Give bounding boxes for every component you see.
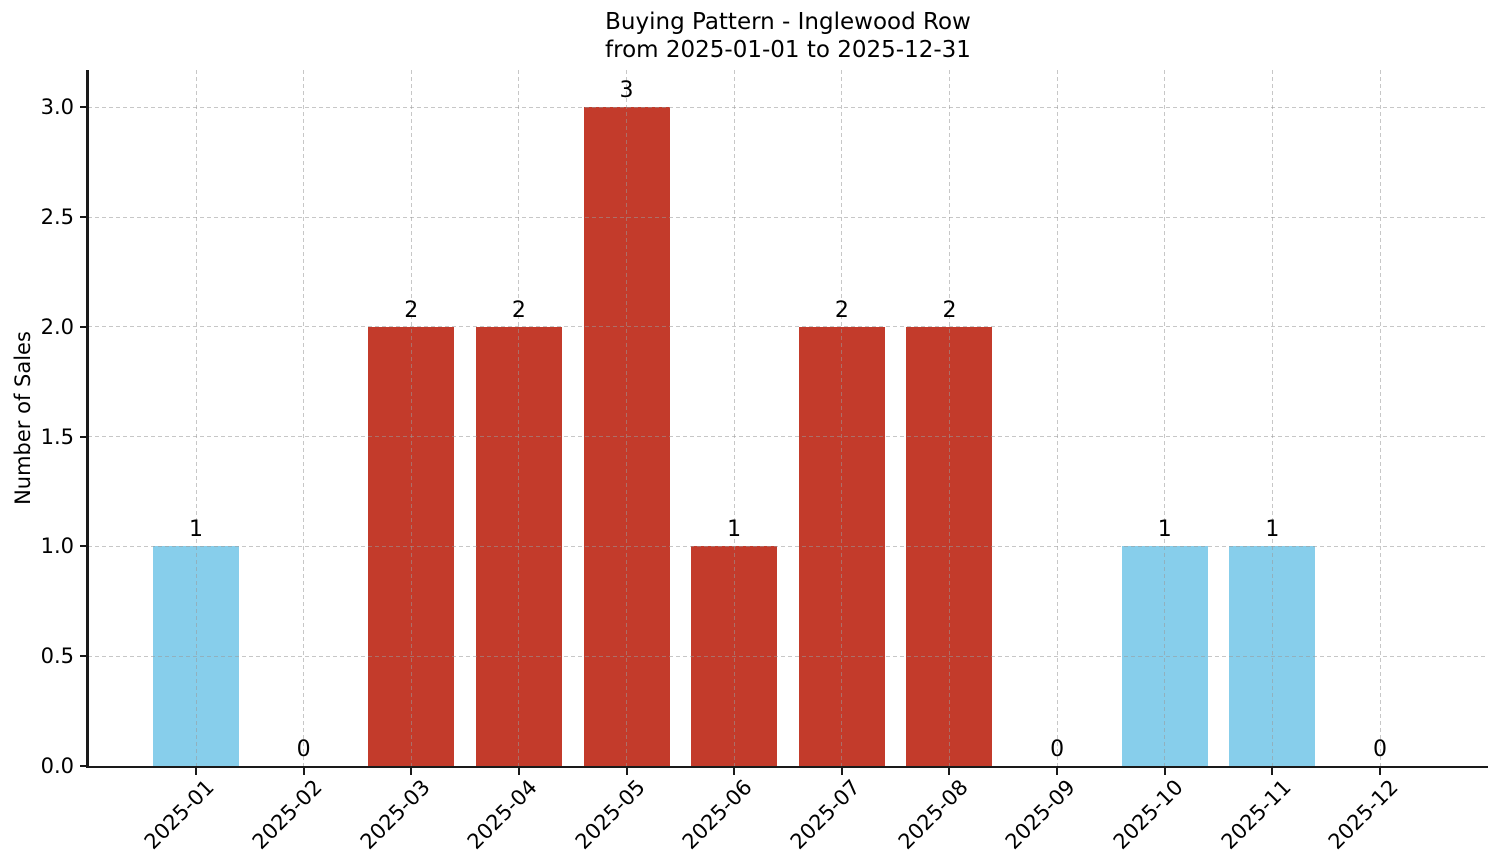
y-tick-mark bbox=[80, 435, 88, 438]
gridline-vertical bbox=[948, 70, 950, 766]
gridline-vertical bbox=[195, 70, 197, 766]
x-tick-mark bbox=[517, 767, 520, 775]
bar-value-label: 1 bbox=[1157, 517, 1172, 543]
y-tick-mark bbox=[80, 216, 88, 219]
y-tick-label: 3.0 bbox=[40, 95, 74, 120]
x-tick-label: 2025-10 bbox=[1108, 775, 1188, 855]
gridline-vertical bbox=[410, 70, 412, 766]
gridline-vertical bbox=[626, 70, 628, 766]
gridline-vertical bbox=[518, 70, 520, 766]
grid-layer bbox=[88, 70, 1488, 766]
y-axis-label: Number of Sales bbox=[11, 331, 35, 505]
y-tick-mark bbox=[80, 765, 88, 767]
gridline-horizontal bbox=[88, 436, 1488, 438]
gridline-vertical bbox=[303, 70, 305, 766]
x-tick-mark bbox=[1056, 767, 1059, 775]
bar-value-label: 0 bbox=[296, 737, 311, 762]
x-tick-label: 2025-03 bbox=[355, 775, 435, 855]
x-tick-label: 2025-07 bbox=[785, 775, 865, 855]
x-tick-label: 2025-01 bbox=[139, 775, 219, 855]
y-axis-spine bbox=[86, 70, 89, 768]
x-tick-mark bbox=[1271, 767, 1274, 775]
y-tick-label: 1.0 bbox=[40, 534, 74, 559]
x-tick-mark bbox=[410, 767, 413, 775]
bar-value-label: 2 bbox=[404, 297, 419, 323]
x-tick-mark bbox=[195, 767, 197, 775]
gridline-horizontal bbox=[88, 106, 1488, 108]
x-tick-mark bbox=[1379, 767, 1381, 775]
x-axis-spine bbox=[86, 765, 1488, 768]
y-tick-mark bbox=[80, 106, 88, 109]
x-tick-label: 2025-11 bbox=[1216, 775, 1296, 855]
gridline-horizontal bbox=[88, 545, 1488, 547]
gridline-horizontal bbox=[88, 216, 1488, 218]
x-tick-label: 2025-08 bbox=[893, 775, 973, 855]
bar-value-label: 1 bbox=[1265, 517, 1280, 543]
bar-value-label: 1 bbox=[727, 517, 742, 543]
bar-value-label: 2 bbox=[942, 297, 957, 323]
x-tick-label: 2025-04 bbox=[462, 775, 542, 855]
bar-value-label: 0 bbox=[1373, 737, 1387, 762]
x-tick-mark bbox=[948, 767, 951, 775]
x-tick-label: 2025-05 bbox=[570, 775, 650, 855]
bar-value-label: 1 bbox=[189, 517, 203, 543]
y-tick-label: 2.0 bbox=[40, 314, 74, 339]
y-tick-mark bbox=[80, 545, 88, 548]
bar-value-label: 3 bbox=[619, 78, 634, 104]
x-tick-label: 2025-02 bbox=[247, 775, 327, 855]
y-tick-mark bbox=[80, 655, 88, 658]
gridline-vertical bbox=[1379, 70, 1381, 766]
x-tick-mark bbox=[1163, 767, 1166, 775]
y-tick-mark bbox=[80, 325, 88, 328]
y-tick-label: 0.5 bbox=[40, 644, 74, 669]
bar-value-label: 0 bbox=[1050, 737, 1065, 762]
gridline-horizontal bbox=[88, 655, 1488, 657]
x-tick-label: 2025-06 bbox=[678, 775, 758, 855]
y-tick-label: 1.5 bbox=[40, 424, 74, 449]
x-tick-label: 2025-09 bbox=[1001, 775, 1081, 855]
gridline-vertical bbox=[1271, 70, 1273, 766]
bar-value-label: 2 bbox=[511, 297, 526, 323]
x-tick-mark bbox=[302, 767, 305, 775]
x-tick-mark bbox=[625, 767, 628, 775]
x-tick-mark bbox=[840, 767, 843, 775]
chart-title: Buying Pattern - Inglewood Row from 2025… bbox=[605, 9, 971, 63]
gridline-horizontal bbox=[88, 326, 1488, 328]
x-tick-mark bbox=[733, 767, 736, 775]
bar-value-label: 2 bbox=[834, 297, 849, 323]
gridline-vertical bbox=[841, 70, 843, 766]
y-tick-label: 0.0 bbox=[40, 754, 74, 778]
y-tick-label: 2.5 bbox=[40, 205, 74, 230]
gridline-vertical bbox=[1056, 70, 1058, 766]
value-labels-layer: 1 0 2 2 3 1 2 2 0 1 1 0 bbox=[88, 70, 1488, 766]
x-tick-label: 2025-12 bbox=[1323, 775, 1403, 855]
plot-area: 1 0 2 2 3 1 2 2 0 1 1 0 bbox=[88, 70, 1488, 766]
gridline-vertical bbox=[1164, 70, 1166, 766]
gridline-vertical bbox=[733, 70, 735, 766]
